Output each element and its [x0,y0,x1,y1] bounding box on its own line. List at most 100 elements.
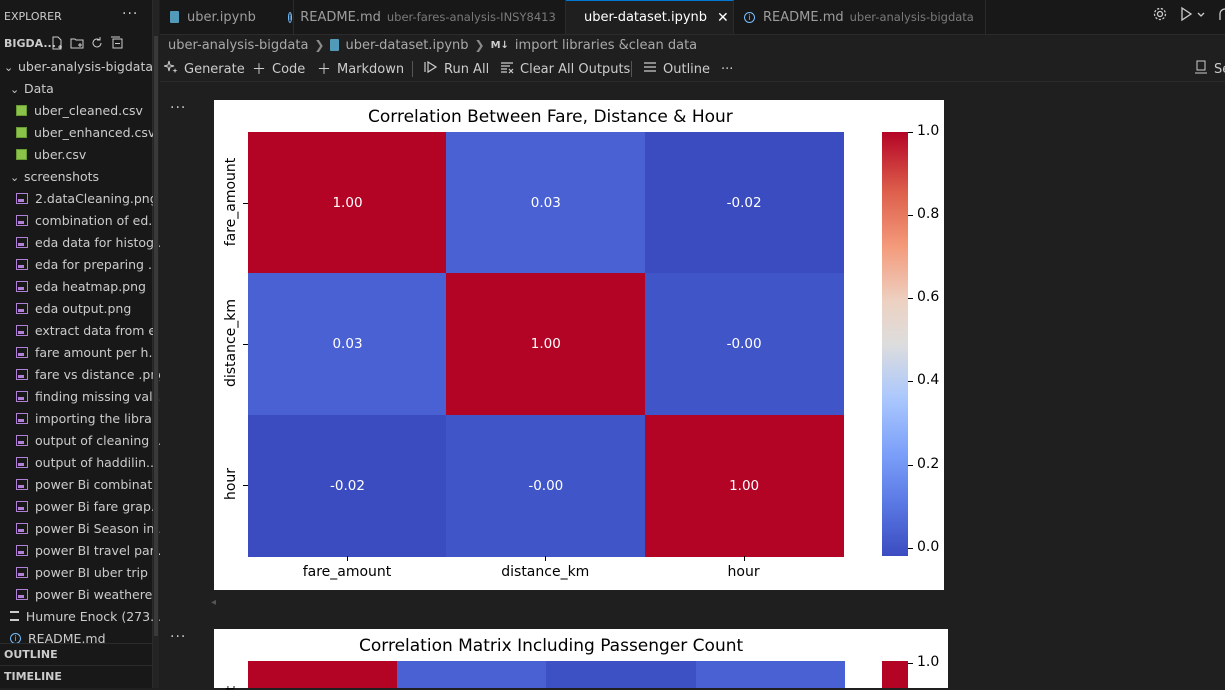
new-folder-icon[interactable] [70,36,84,50]
breadcrumb-folder[interactable]: uber-analysis-bigdata [168,37,309,53]
image-file-icon [16,522,28,534]
tree-file[interactable]: power Bi weathere... [0,583,168,605]
run-all-button[interactable]: Run All [424,59,489,79]
breadcrumb-section[interactable]: import libraries &clean data [514,37,698,53]
heatmap-cell [546,661,696,688]
workspace-folder-label[interactable]: BIGDA... [4,37,56,50]
tree-file[interactable]: eda data for histog... [0,231,168,253]
tree-item-label: uber-analysis-bigdata [18,58,154,74]
tree-file[interactable]: combination of ed... [0,209,168,231]
add-code-button[interactable]: ＋ Code [252,59,305,79]
tree-file[interactable]: output of haddilin... [0,451,168,473]
outline-section-label: OUTLINE [4,648,58,661]
kernel-select-button[interactable]: Se [1194,59,1225,79]
tree-file[interactable]: 2.dataCleaning.png [0,187,168,209]
run-icon[interactable] [1178,6,1194,26]
image-file-icon [16,588,28,600]
colorbar-tick-label: 0.8 [917,206,940,223]
image-file-icon [16,544,28,556]
tree-file[interactable]: power Bi combinat... [0,473,168,495]
tree-file[interactable]: eda for preparing ... [0,253,168,275]
tree-file[interactable]: eda heatmap.png [0,275,168,297]
cell-value-label: 1.00 [729,477,760,494]
toolbar-divider [412,61,413,77]
y-tick-label: fare_amount [223,157,239,246]
colorbar-tick-label: 1.0 [917,654,940,670]
tree-file[interactable]: finding missing val... [0,385,168,407]
heatmap-output-2: Correlation Matrix Including Passenger C… [214,629,948,690]
tree-file[interactable]: eda output.png [0,297,168,319]
heatmap-cell: -0.02 [644,132,844,274]
chevron-down-icon: ⌄ [10,171,20,184]
tree-file[interactable]: uber_cleaned.csv [0,99,168,121]
tree-item-label: uber_cleaned.csv [34,102,143,118]
sidebar-scrollbar-thumb[interactable] [154,36,158,636]
chevron-down-icon[interactable] [1196,10,1206,23]
heatmap-cell: -0.02 [248,414,447,557]
tree-folder[interactable]: ⌄ screenshots [0,165,162,187]
tree-folder[interactable]: ⌄ Data [0,77,162,99]
breadcrumb: uber-analysis-bigdata ❯ uber-dataset.ipy… [168,36,697,54]
add-markdown-button[interactable]: ＋ Markdown [317,59,404,79]
scroll-left-icon[interactable]: ◂ [211,597,217,608]
tree-file[interactable]: uber.csv [0,143,168,165]
tree-file[interactable]: extract data from e... [0,319,168,341]
outline-button[interactable]: Outline [643,59,710,79]
refresh-icon[interactable] [90,36,104,50]
tab-label: README.md [300,9,381,25]
tree-item-label: eda output.png [35,300,132,316]
image-file-icon [16,412,28,424]
cell-more-icon[interactable]: ··· [170,100,187,116]
timeline-section-header[interactable]: TIMELINE [0,665,152,688]
tab-readme-fares[interactable]: i README.md uber-fares-analysis-INSY8413 [278,0,566,34]
generate-button[interactable]: Generate [163,59,245,79]
cell-value-label: 0.03 [332,336,363,353]
cell-value-label: 1.00 [332,195,363,211]
close-icon[interactable]: ✕ [717,9,729,26]
sidebar-scrollbar[interactable] [153,0,159,688]
cell-value-label: 0.03 [530,195,561,211]
clear-all-outputs-button[interactable]: Clear All Outputs [500,59,630,79]
heatmap-cell: 0.03 [248,273,447,416]
tree-folder[interactable]: ⌄ uber-analysis-bigdata [0,55,156,77]
outline-label: Outline [663,61,711,77]
colorbar-tick [908,298,913,300]
split-editor-icon[interactable] [1216,6,1225,26]
tree-file[interactable]: power BI travel par... [0,539,168,561]
x-tick-mark [743,555,745,561]
csv-file-icon [16,126,27,138]
tree-file[interactable]: power Bi Season in... [0,517,168,539]
tree-file[interactable]: uber_enhanced.csv [0,121,168,143]
image-file-icon [16,236,28,248]
tree-file[interactable]: output of cleaning ... [0,429,168,451]
image-file-icon [16,434,28,446]
new-file-icon[interactable] [50,36,64,50]
tree-file[interactable]: Humure Enock (273... [0,605,162,627]
tree-item-label: fare vs distance .png [35,366,167,382]
tree-item-label: power Bi weathere... [35,586,165,602]
tab-uber-ipynb[interactable]: uber.ipynb [160,0,294,34]
explorer-sidebar: EXPLORER ··· BIGDA... ⌄ uber-analysis-big… [0,0,168,688]
explorer-more-icon[interactable]: ··· [122,6,139,22]
cell-more-icon[interactable]: ··· [170,629,187,645]
tree-file[interactable]: importing the libra... [0,407,168,429]
tab-uber-dataset-ipynb[interactable]: uber-dataset.ipynb ✕ [566,0,734,34]
tree-item-label: eda heatmap.png [35,278,146,294]
colorbar-tick-label: 0.0 [917,538,940,555]
gear-icon[interactable] [1152,6,1168,26]
colorbar-tick [908,464,913,466]
collapse-all-icon[interactable] [110,36,124,50]
tree-item-label: power BI travel par... [35,542,166,558]
cell-value-label: -0.02 [330,477,365,494]
tab-readme-bigdata[interactable]: i README.md uber-analysis-bigdata [734,0,986,34]
tree-file[interactable]: fare amount per h... [0,341,168,363]
tree-file[interactable]: power Bi fare grap... [0,495,168,517]
tree-file[interactable]: power BI uber trip ... [0,561,168,583]
toolbar-more-icon[interactable]: ··· [721,61,734,77]
outline-section-header[interactable]: OUTLINE [0,643,152,666]
image-file-icon [16,390,28,402]
csv-file-icon [16,104,27,116]
tree-item-label: Data [24,80,54,96]
breadcrumb-file[interactable]: uber-dataset.ipynb [345,37,469,53]
tree-file[interactable]: fare vs distance .png [0,363,168,385]
